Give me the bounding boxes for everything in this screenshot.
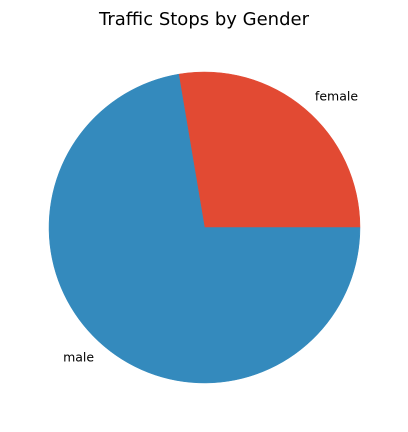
- pie-slice-female: [178, 71, 361, 228]
- pie-slices: [48, 71, 361, 384]
- pie-slice-labels: female male: [63, 88, 358, 364]
- pie-slice-male: [48, 73, 361, 384]
- pie-slice-label-male: male: [63, 350, 94, 365]
- chart-title: Traffic Stops by Gender: [98, 9, 310, 30]
- pie-slice-label-female: female: [315, 88, 358, 103]
